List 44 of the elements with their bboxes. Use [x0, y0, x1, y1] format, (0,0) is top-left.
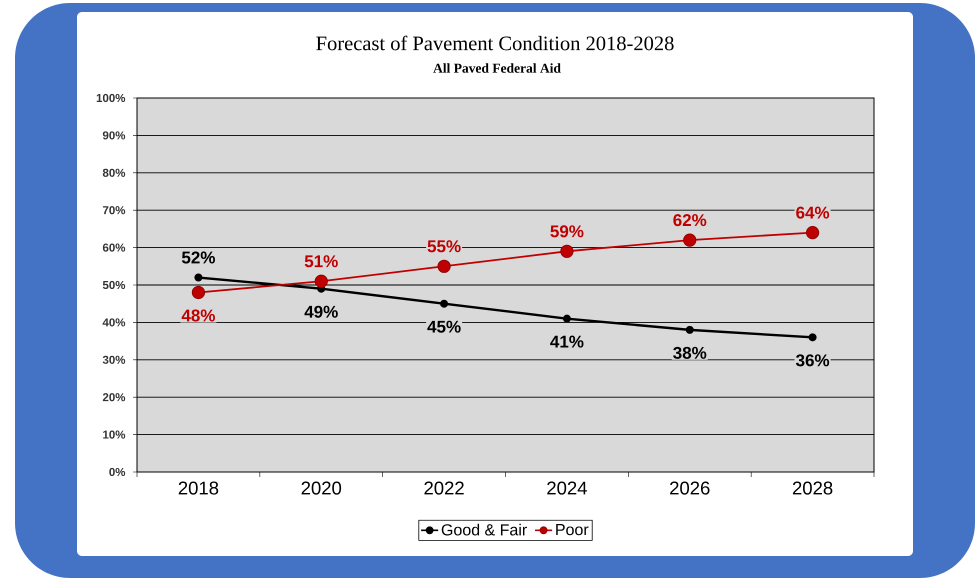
- data-label: 36%: [796, 354, 830, 366]
- y-tick-label: 100%: [96, 94, 126, 102]
- y-tick-label: 80%: [102, 168, 126, 177]
- data-label: 62%: [673, 214, 706, 226]
- point: [314, 274, 328, 288]
- x-tick-label: 2018: [178, 482, 218, 495]
- point: [806, 226, 820, 240]
- x-tick-label: 2026: [670, 482, 710, 495]
- point: [808, 333, 817, 342]
- data-label: 45%: [427, 320, 461, 333]
- data-label: 64%: [796, 206, 830, 219]
- point: [194, 274, 202, 282]
- y-tick-label: 40%: [102, 318, 126, 326]
- x-tick-label: 2022: [424, 482, 464, 495]
- data-label: 48%: [182, 309, 215, 322]
- point: [437, 260, 451, 273]
- y-tick-label: 60%: [102, 244, 126, 252]
- point: [192, 286, 206, 300]
- y-tick-label: 20%: [102, 393, 126, 402]
- x-tick-label: 2020: [302, 482, 342, 495]
- y-tick-label: 50%: [102, 280, 126, 290]
- point: [686, 326, 694, 334]
- y-tick-label: 10%: [103, 430, 126, 439]
- point: [440, 300, 448, 308]
- y-tick-label: 90%: [102, 131, 126, 140]
- chart-subtitle: All Paved Federal Aid: [433, 63, 561, 73]
- data-label: 52%: [182, 251, 215, 264]
- data-label: 59%: [550, 225, 584, 238]
- legend-label: Poor: [556, 524, 588, 536]
- legend-label: Good & Fair: [442, 524, 527, 536]
- x-tick-label: 2028: [792, 482, 832, 495]
- y-tick-label: 30%: [102, 356, 126, 364]
- point: [683, 234, 696, 247]
- data-label: 55%: [428, 240, 461, 252]
- data-label: 41%: [550, 336, 584, 348]
- data-label: 38%: [673, 346, 706, 359]
- data-label: 51%: [304, 255, 338, 268]
- y-tick-label: 0%: [109, 468, 126, 476]
- chart-title: Forecast of Pavement Condition 2018-2028: [316, 36, 674, 50]
- y-tick-label: 70%: [102, 206, 126, 214]
- x-tick-label: 2024: [547, 482, 587, 495]
- data-label: 49%: [304, 306, 338, 318]
- point: [562, 314, 571, 323]
- point: [560, 244, 574, 258]
